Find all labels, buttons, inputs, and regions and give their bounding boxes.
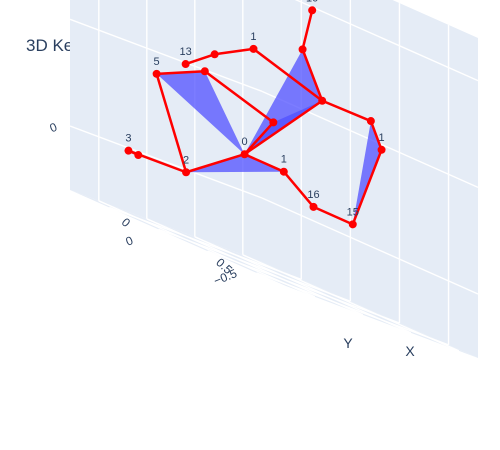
grid-line-y <box>98 200 316 298</box>
keypoint-marker[interactable] <box>377 145 386 154</box>
x-tick-label: 0 <box>119 215 134 230</box>
keypoint-label: 1 <box>281 154 287 166</box>
keypoint-label: 1 <box>250 31 256 43</box>
keypoint-labels: 0 1 2 3 5 16 15 1 10 1 13 <box>125 0 384 218</box>
keypoint-label: 1 <box>379 132 385 144</box>
skeleton-edge <box>243 99 324 156</box>
skeleton-edge <box>301 48 324 103</box>
y-axis-title: Y <box>343 335 353 351</box>
z-tick-label: 0 <box>48 120 60 136</box>
skeleton-edge <box>320 99 373 123</box>
keypoint-marker[interactable] <box>249 44 258 53</box>
skeleton-edge <box>184 53 216 66</box>
skeleton-edges <box>127 9 383 226</box>
skeleton-edge <box>301 9 314 51</box>
keypoint-marker[interactable] <box>200 67 209 76</box>
keypoint-marker[interactable] <box>308 6 317 15</box>
grid-line-z <box>69 18 263 92</box>
keypoint-label: 5 <box>154 56 160 68</box>
skeleton-edge <box>155 72 188 174</box>
skeleton-edge <box>312 205 355 226</box>
grid-line-y <box>194 236 412 334</box>
skeleton-edge <box>252 47 324 103</box>
keypoint-marker[interactable] <box>366 117 375 126</box>
skeleton-edge <box>243 152 286 173</box>
keypoint-label: 10 <box>306 0 318 4</box>
keypoint-marker[interactable] <box>298 45 307 54</box>
skeleton-edge <box>282 170 315 209</box>
keypoint-label: 3 <box>125 133 131 145</box>
keypoint-marker[interactable] <box>182 168 191 177</box>
mesh-face <box>156 71 245 155</box>
keypoint-marker[interactable] <box>152 69 161 78</box>
keypoint-marker[interactable] <box>240 150 249 159</box>
keypoint-marker[interactable] <box>309 202 318 211</box>
keypoint-label: 16 <box>307 189 319 201</box>
keypoint-label: 15 <box>347 206 359 218</box>
skeleton-edge <box>203 70 275 124</box>
keypoint-marker[interactable] <box>348 220 357 229</box>
keypoint-marker[interactable] <box>210 50 219 59</box>
grid-line-z <box>261 197 479 295</box>
side-wall-pane <box>70 0 262 262</box>
keypoint-marker[interactable] <box>181 60 190 69</box>
keypoint-label: 13 <box>180 46 192 58</box>
keypoint-marker[interactable] <box>124 146 133 155</box>
grid-line-y <box>146 218 364 316</box>
keypoint-marker[interactable] <box>134 151 143 160</box>
mesh-face <box>352 121 382 225</box>
skeleton-edge <box>243 121 275 156</box>
mesh-face <box>186 154 284 173</box>
axis-titles: XY <box>343 335 415 359</box>
keypoint-label: 0 <box>241 136 247 148</box>
keypoint-marker[interactable] <box>318 96 327 105</box>
keypoint-label: 2 <box>183 154 189 166</box>
skeleton-edge <box>369 119 383 152</box>
y-tick-label: −0.5 <box>212 266 240 288</box>
skeleton-edge <box>155 70 207 76</box>
x-axis-title: X <box>405 343 415 359</box>
keypoint-marker[interactable] <box>279 167 288 176</box>
keypoint-marker[interactable] <box>269 118 278 127</box>
scene-3d[interactable]: 0 1 2 3 5 16 15 1 10 1 13 <box>69 0 479 358</box>
skeleton-edge <box>351 148 383 226</box>
mesh-face <box>244 49 323 155</box>
floor-pane <box>70 190 478 358</box>
skeleton-edge <box>213 47 255 56</box>
keypoints <box>124 6 386 229</box>
skeleton-edge <box>184 152 246 174</box>
grid-line-z <box>69 125 263 199</box>
grid-line-y <box>242 254 460 352</box>
y-tick-label: 0 <box>124 233 136 249</box>
grid-line-z <box>294 0 479 82</box>
